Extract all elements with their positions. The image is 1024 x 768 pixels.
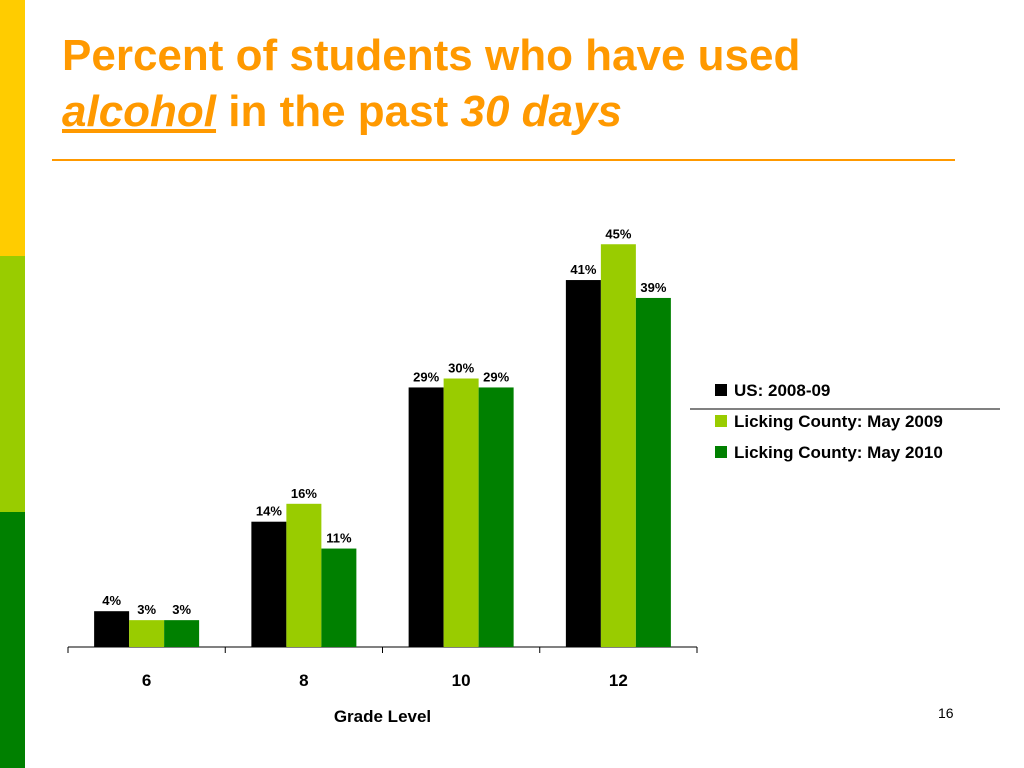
side-bar-lime (0, 256, 25, 512)
title-line-1: Percent of students who have used (62, 31, 801, 80)
legend-label: Licking County: May 2010 (734, 443, 943, 462)
data-label: 29% (413, 369, 439, 384)
data-label: 3% (172, 602, 191, 617)
side-bar-yellow (0, 0, 25, 256)
data-label: 29% (483, 369, 509, 384)
data-label: 3% (137, 602, 156, 617)
data-label: 39% (640, 280, 666, 295)
x-tick-label: 12 (609, 671, 628, 690)
data-label: 11% (326, 531, 352, 546)
data-label: 41% (570, 262, 596, 277)
bar-6-2 (164, 620, 200, 647)
x-tick-label: 8 (299, 671, 308, 690)
data-label: 14% (256, 504, 282, 519)
slide-number: 16 (938, 705, 954, 721)
legend-swatch (715, 384, 727, 396)
legend-label: US: 2008-09 (734, 381, 830, 400)
bar-6-0 (94, 611, 130, 647)
x-axis-label: Grade Level (334, 707, 431, 726)
data-label: 30% (448, 361, 474, 376)
side-bar-green (0, 512, 25, 768)
bar-10-0 (408, 387, 444, 647)
title-alcohol: alcohol (62, 87, 217, 136)
legend-label: Licking County: May 2009 (734, 412, 943, 431)
legend-swatch (715, 446, 727, 458)
slide-title: Percent of students who have used alcoho… (62, 28, 962, 140)
bar-10-2 (478, 387, 514, 647)
bar-8-2 (321, 548, 357, 647)
title-rule (52, 159, 955, 161)
bar-12-0 (565, 280, 601, 647)
bar-8-1 (286, 503, 322, 647)
bar-8-0 (251, 521, 287, 647)
title-middle: in the past (216, 87, 461, 136)
bar-10-1 (443, 378, 479, 647)
data-label: 45% (605, 226, 631, 241)
x-tick-label: 10 (452, 671, 471, 690)
data-label: 16% (291, 486, 317, 501)
data-label: 4% (102, 593, 121, 608)
bar-12-1 (600, 244, 636, 647)
legend-swatch (715, 415, 727, 427)
x-tick-label: 6 (142, 671, 151, 690)
bar-12-2 (635, 297, 671, 647)
title-days: 30 days (460, 87, 622, 136)
bar-6-1 (129, 620, 165, 647)
